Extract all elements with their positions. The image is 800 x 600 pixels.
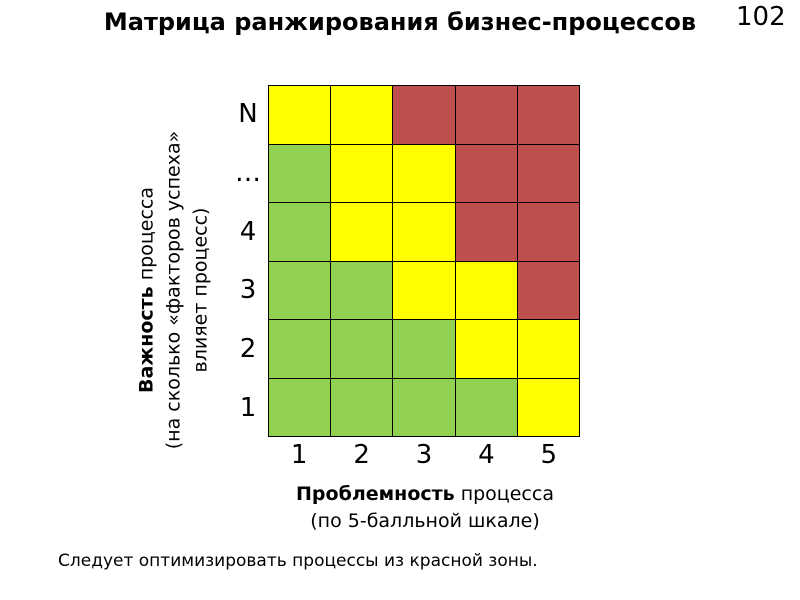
row-label-1: 1 <box>239 392 257 423</box>
matrix-cell-yellow <box>331 144 393 202</box>
y-axis-title-bold: Важность <box>135 286 158 393</box>
matrix-cell-red <box>517 261 579 319</box>
y-axis-title-line1: Важность процесса <box>134 80 161 500</box>
matrix-cell-yellow <box>331 203 393 261</box>
y-axis-title: Важность процесса (на сколько «факторов … <box>134 80 215 500</box>
y-axis-title-rest: процесса <box>135 187 158 287</box>
x-axis-title-rest: процесса <box>454 483 554 505</box>
matrix-cell-yellow <box>517 378 579 436</box>
x-axis-title-line2: (по 5-балльной шкале) <box>310 510 540 532</box>
matrix-cell-red <box>393 86 455 144</box>
matrix-cell-green <box>269 261 331 319</box>
matrix-cell-green <box>269 320 331 378</box>
page-number: 102 <box>736 2 786 32</box>
matrix-cell-yellow <box>331 86 393 144</box>
row-label-ellipsis: … <box>235 158 261 188</box>
matrix-cell-yellow <box>393 261 455 319</box>
matrix-cell-green <box>269 144 331 202</box>
y-axis-title-line3: влияет процесс) <box>189 207 212 373</box>
matrix-cell-green <box>269 203 331 261</box>
col-label-5: 5 <box>540 440 558 470</box>
matrix-cell-red <box>517 144 579 202</box>
row-label-n: N <box>238 99 258 130</box>
matrix-cell-yellow <box>517 320 579 378</box>
row-label-4: 4 <box>239 216 257 247</box>
slide-title: Матрица ранжирования бизнес-процессов <box>103 8 697 36</box>
matrix-cell-red <box>455 144 517 202</box>
col-label-1: 1 <box>290 440 308 470</box>
x-axis-title-line1: Проблемность процесса <box>225 481 625 508</box>
matrix-cell-yellow <box>269 86 331 144</box>
matrix-cell-green <box>455 378 517 436</box>
row-label-3: 3 <box>239 275 257 306</box>
matrix-cell-red <box>455 86 517 144</box>
matrix-cell-green <box>331 261 393 319</box>
col-label-3: 3 <box>415 440 433 470</box>
matrix-cell-yellow <box>455 261 517 319</box>
matrix-cell-green <box>269 378 331 436</box>
matrix-cell-green <box>331 320 393 378</box>
row-labels: N … 4 3 2 1 <box>228 85 268 437</box>
col-label-4: 4 <box>478 440 495 470</box>
y-axis-title-line2: (на сколько «факторов успеха» <box>162 130 185 450</box>
matrix-cell-yellow <box>393 144 455 202</box>
matrix-cell-green <box>393 378 455 436</box>
matrix-cell-red <box>517 86 579 144</box>
matrix-cell-yellow <box>393 203 455 261</box>
col-label-2: 2 <box>353 440 370 470</box>
col-labels: 1 2 3 4 5 <box>268 437 580 473</box>
row-label-2: 2 <box>239 334 257 365</box>
matrix-cell-red <box>455 203 517 261</box>
footnote: Следует оптимизировать процессы из красн… <box>58 551 538 571</box>
x-axis-title: Проблемность процесса (по 5-балльной шка… <box>225 481 625 535</box>
matrix-cell-green <box>331 378 393 436</box>
ranking-matrix <box>268 85 580 437</box>
matrix-cell-red <box>517 203 579 261</box>
x-axis-title-bold: Проблемность <box>296 483 455 505</box>
matrix-cell-green <box>393 320 455 378</box>
matrix-cell-yellow <box>455 320 517 378</box>
